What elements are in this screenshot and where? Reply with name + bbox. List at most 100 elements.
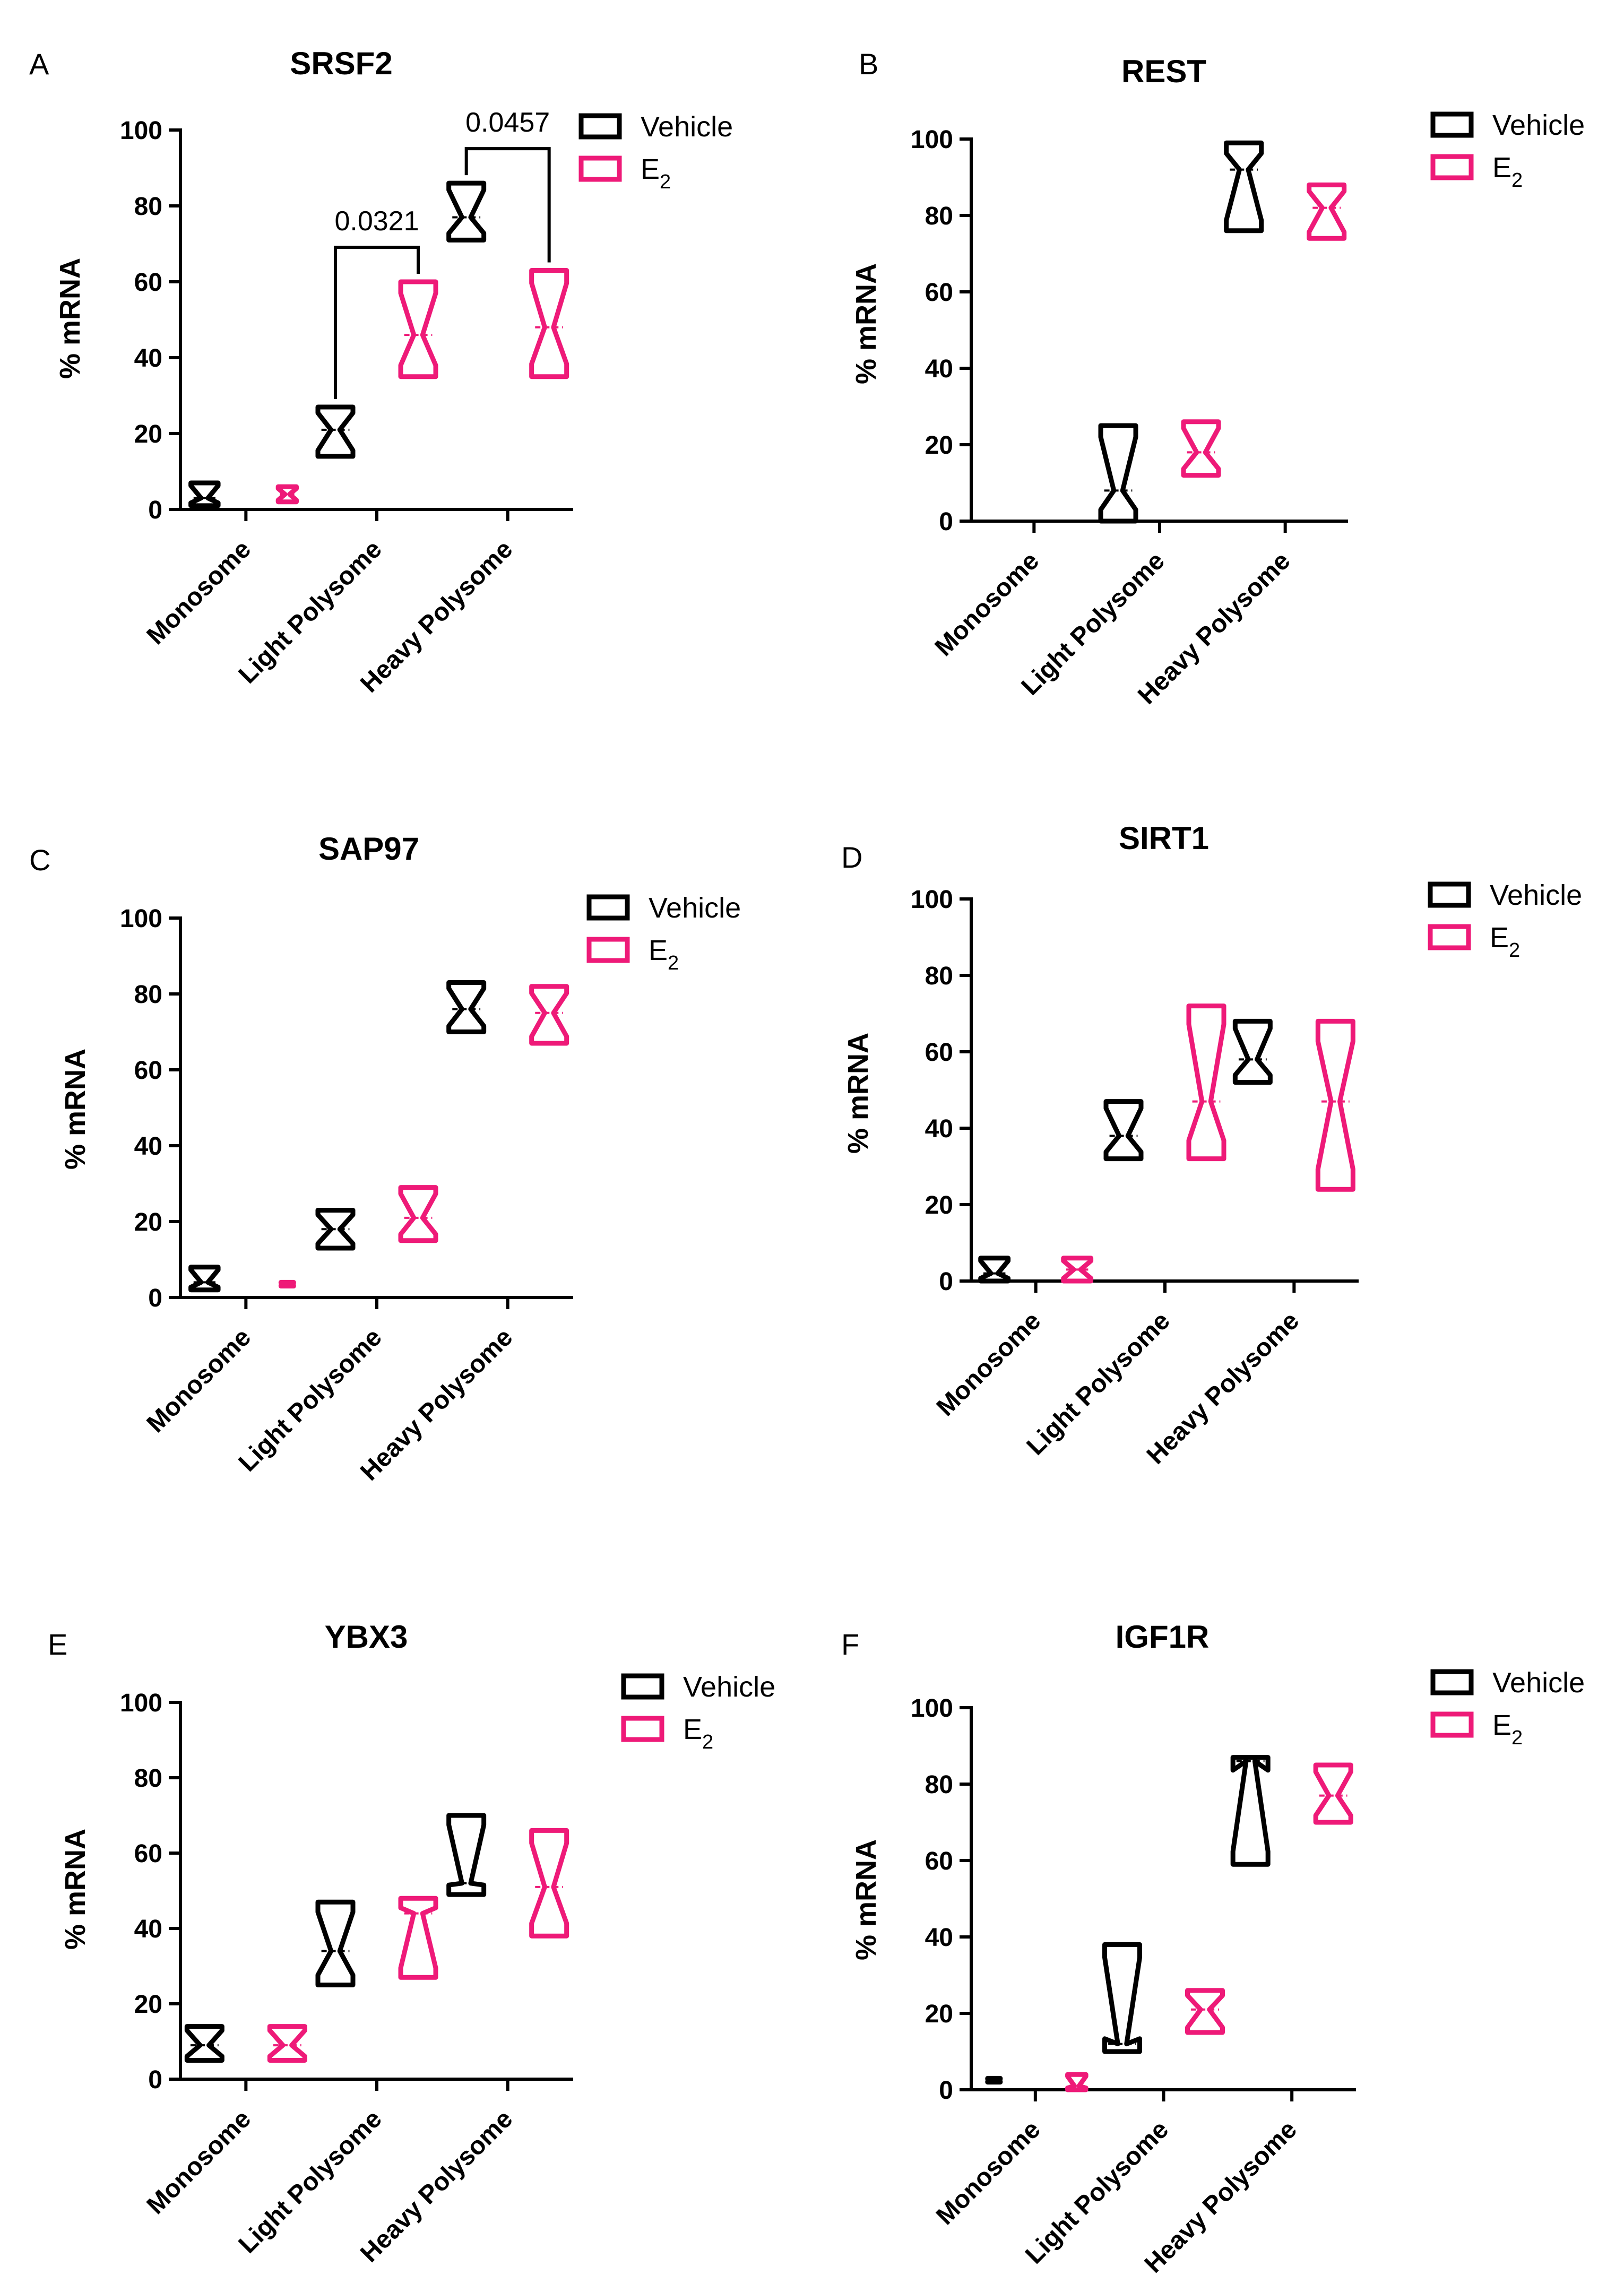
y-tick-label: 0: [148, 2066, 162, 2094]
chart-title: SAP97: [318, 831, 419, 867]
y-tick-label: 80: [134, 981, 162, 1009]
legend-label-e2-base: E: [1492, 1709, 1511, 1741]
legend-label-e2-sub: 2: [702, 1731, 713, 1753]
x-tick-label: Monosome: [141, 535, 256, 650]
violin-e2-heavy-polysome: [1313, 1762, 1353, 1825]
legend-label-e2-base: E: [683, 1714, 702, 1745]
legend-label-e2-base: E: [1492, 152, 1511, 184]
y-tick-label: 100: [120, 1689, 162, 1717]
chart-title: REST: [1121, 54, 1206, 89]
x-tick-label: Light Polysome: [234, 535, 387, 689]
legend-swatch-e2: [1428, 924, 1471, 950]
x-tick-label: Monosome: [929, 547, 1044, 662]
y-axis-label: % mRNA: [842, 1033, 874, 1154]
legend-swatch-vehicle: [1430, 1669, 1474, 1695]
legend-label-vehicle: Vehicle: [1490, 879, 1582, 911]
panel-letter: D: [841, 841, 862, 874]
violin-vehicle-heavy-polysome: [446, 180, 487, 243]
panel-letter: E: [48, 1628, 67, 1661]
y-tick-label: 40: [925, 355, 953, 383]
violin-e2-light-polysome: [1185, 1988, 1225, 2035]
y-axis-label: % mRNA: [59, 1829, 91, 1950]
panel-letter: F: [841, 1628, 859, 1661]
y-tick-label: 20: [134, 1991, 162, 2019]
x-tick-label: Monosome: [141, 1323, 256, 1438]
violin-e2-heavy-polysome: [1315, 1018, 1355, 1192]
p-value-label: 0.0321: [334, 206, 419, 237]
legend-swatch-vehicle: [621, 1673, 664, 1700]
legend-label-vehicle: Vehicle: [1492, 1667, 1585, 1699]
legend-swatch-e2: [621, 1716, 664, 1742]
y-axis-label: % mRNA: [850, 1839, 882, 1960]
legend-label-e2-base: E: [649, 935, 668, 966]
legend-label-e2-sub: 2: [1509, 939, 1520, 962]
y-tick-label: 40: [925, 1924, 953, 1952]
violin-vehicle-heavy-polysome: [1230, 1755, 1271, 1867]
y-tick-label: 0: [148, 496, 162, 524]
y-axis-label: % mRNA: [850, 263, 882, 384]
violin-vehicle-light-polysome: [315, 1208, 356, 1251]
violin-e2-light-polysome: [398, 1185, 438, 1243]
chart-title: SIRT1: [1119, 820, 1209, 856]
x-tick-label: Light Polysome: [234, 2105, 387, 2259]
y-tick-label: 80: [925, 962, 953, 990]
violin-vehicle-monosome: [188, 480, 221, 508]
x-tick-label: Monosome: [141, 2105, 256, 2220]
violin-vehicle-heavy-polysome: [1232, 1018, 1273, 1085]
legend-swatch-vehicle: [578, 113, 622, 140]
legend-label-e2-sub: 2: [668, 952, 679, 974]
significance-bracket: [334, 246, 420, 399]
legend-label-e2: E2: [1490, 922, 1520, 962]
chart-title: SRSF2: [290, 46, 392, 81]
y-tick-label: 80: [134, 193, 162, 221]
y-tick-label: 0: [939, 1268, 953, 1296]
y-tick-label: 0: [939, 2077, 953, 2105]
y-tick-label: 40: [134, 1132, 162, 1161]
violin-vehicle-monosome: [188, 1265, 221, 1293]
y-axis-label: % mRNA: [54, 258, 86, 379]
y-tick-label: 0: [939, 508, 953, 536]
violin-vehicle-light-polysome: [315, 1899, 356, 1987]
violin-vehicle-monosome: [978, 1256, 1011, 1284]
y-tick-label: 20: [925, 1191, 953, 1219]
violin-e2-heavy-polysome: [1307, 182, 1347, 241]
y-tick-label: 40: [134, 1915, 162, 1943]
x-tick-label: Light Polysome: [1022, 1307, 1176, 1460]
y-tick-label: 60: [134, 1057, 162, 1085]
violin-e2-light-polysome: [1186, 1003, 1226, 1162]
violin-vehicle-heavy-polysome: [1224, 140, 1264, 233]
y-tick-label: 60: [925, 1039, 953, 1067]
y-tick-label: 60: [925, 279, 953, 307]
violin-vehicle-heavy-polysome: [446, 980, 487, 1034]
violin-e2-monosome: [275, 484, 299, 505]
panel-letter: A: [29, 47, 49, 81]
y-tick-label: 100: [911, 1694, 953, 1723]
legend-swatch-vehicle: [586, 894, 630, 921]
y-tick-label: 40: [134, 344, 162, 373]
y-axis-label: % mRNA: [59, 1049, 91, 1170]
violin-vehicle-light-polysome: [1103, 1099, 1144, 1162]
y-tick-label: 40: [925, 1115, 953, 1143]
violin-vehicle-light-polysome: [315, 404, 356, 459]
violin-e2-monosome: [267, 2024, 307, 2063]
x-tick-label: Monosome: [931, 2115, 1046, 2230]
y-tick-label: 60: [134, 269, 162, 297]
violin-e2-monosome: [1065, 2072, 1089, 2092]
legend-swatch-e2: [586, 937, 630, 963]
violin-vehicle-light-polysome: [1098, 423, 1138, 524]
legend-label-e2-base: E: [1490, 922, 1509, 954]
chart-title: YBX3: [325, 1619, 408, 1655]
legend-label-e2: E2: [1492, 1709, 1523, 1749]
legend-label-e2-base: E: [641, 153, 660, 185]
violin-e2-heavy-polysome: [529, 1828, 569, 1939]
violin-e2-heavy-polysome: [529, 268, 569, 379]
legend-label-vehicle: Vehicle: [649, 892, 741, 924]
y-tick-label: 80: [925, 1771, 953, 1799]
legend-label-vehicle: Vehicle: [683, 1671, 775, 1703]
